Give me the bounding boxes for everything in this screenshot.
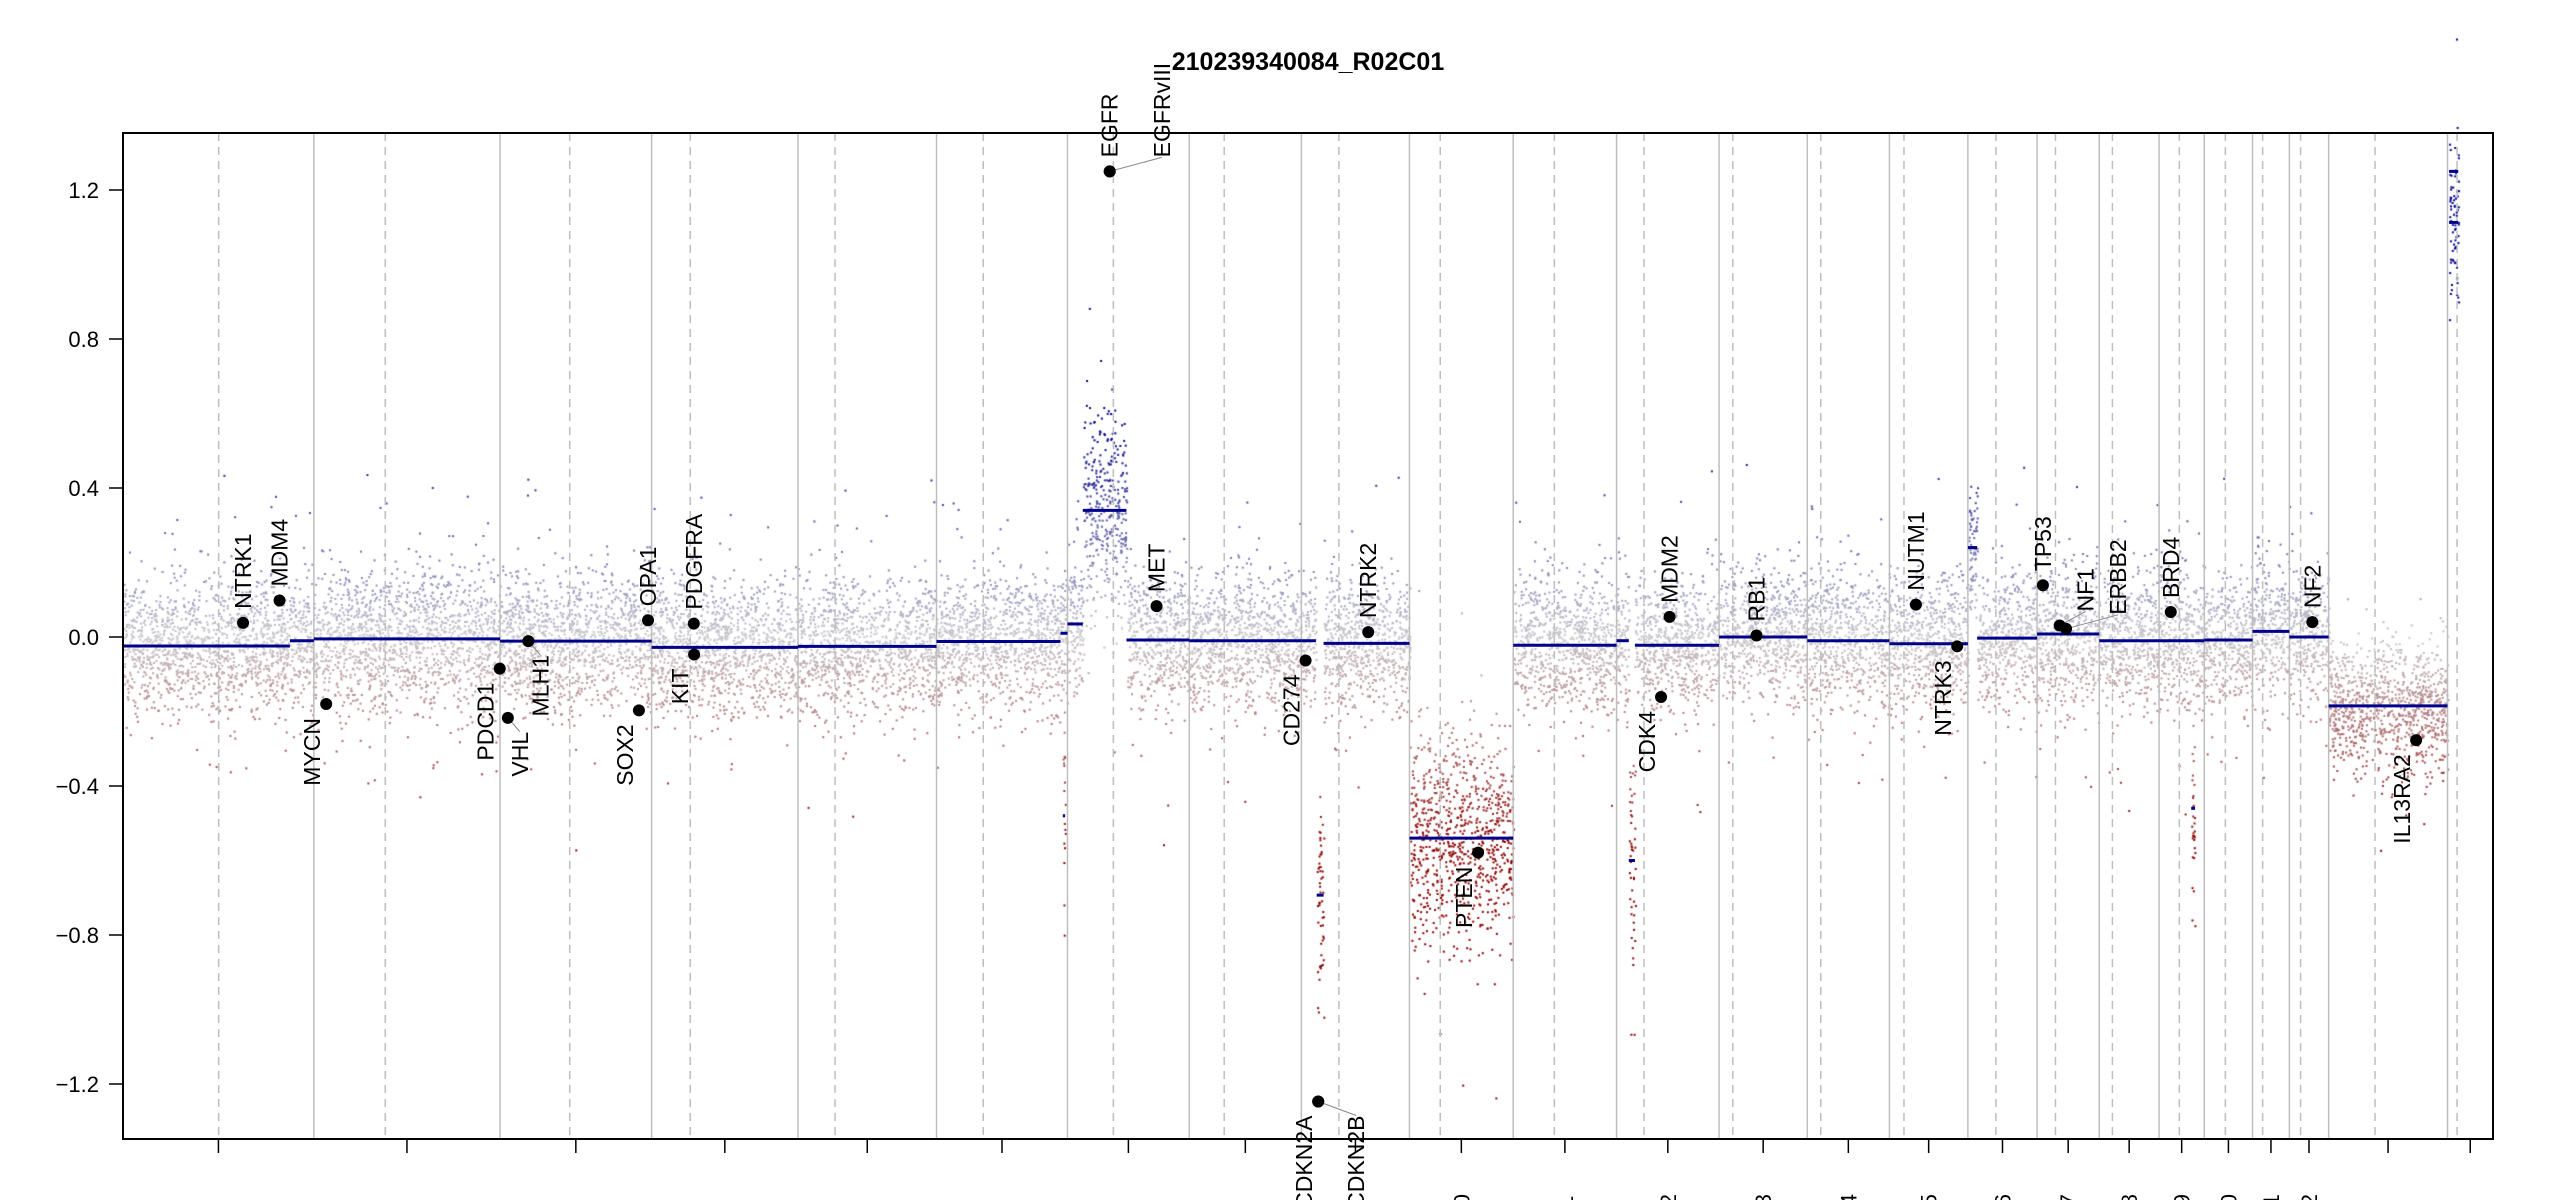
y-tick-label: −1.2	[56, 1072, 99, 1097]
gene-point	[687, 617, 700, 630]
x-tick-label: chr10	[1449, 1194, 1474, 1200]
gene-label-leader	[1318, 1101, 1357, 1116]
y-tick-label: −0.4	[56, 774, 99, 799]
gene-label-leaders	[507, 156, 2119, 1116]
gene-point	[493, 662, 506, 675]
gene-label-leader	[2065, 614, 2119, 630]
x-tick-label: chr16	[1990, 1194, 2015, 1200]
gene-point	[1150, 600, 1163, 613]
x-tick-label: chr18	[2117, 1194, 2142, 1200]
gene-point	[688, 648, 701, 661]
plot-frame	[122, 132, 2494, 1140]
gene-point	[1362, 626, 1375, 639]
gene-label: PTEN	[1451, 867, 1477, 928]
gene-point	[1103, 165, 1116, 178]
gene-label: PDGFRA	[681, 513, 707, 610]
gene-point	[2060, 622, 2073, 635]
gene-point	[237, 616, 250, 629]
y-tick-label: 0.8	[68, 327, 99, 352]
gene-label: NTRK1	[230, 533, 256, 608]
y-tick-label: −0.8	[56, 923, 99, 948]
y-tick-label: 0.0	[68, 625, 99, 650]
y-axis: −1.2 −0.8 −0.4 0.0 0.4 0.8 1.2	[56, 178, 123, 1097]
gene-label: EGFR	[1097, 93, 1123, 157]
y-tick-label: 1.2	[68, 178, 99, 203]
gene-point	[1663, 610, 1676, 623]
gene-label: CDKN2A	[1291, 1115, 1317, 1200]
gene-point	[522, 635, 535, 648]
x-tick-label: chr11	[1553, 1196, 1578, 1200]
gene-label: NTRK2	[1355, 543, 1381, 618]
gene-point	[1951, 640, 1964, 653]
gene-markers: NTRK1 MDM4 MYCN PDCD1 VHL MLH1 SOX2 OPA1 PDGFRA K…	[230, 63, 2423, 1200]
x-tick-label: chr14	[1836, 1194, 1861, 1200]
gene-label: CDKN2B	[1343, 1116, 1369, 1200]
gene-label-leader	[1109, 156, 1162, 172]
gene-point	[1472, 846, 1485, 859]
x-axis: chr1chr2chr3chr4chr5chr6chr7chr8chr9chr1…	[217, 1139, 2472, 1200]
x-tick-label: chr20	[2216, 1194, 2241, 1200]
gene-label: MET	[1144, 544, 1170, 593]
gene-label: SOX2	[612, 724, 638, 785]
gene-label: KIT	[667, 669, 693, 705]
gene-label: NUTM1	[1903, 511, 1929, 590]
gene-label: VHL	[507, 732, 533, 777]
chart-title: 210239340084_R02C01	[1172, 48, 1445, 76]
x-tick-label: chr21	[2259, 1194, 2284, 1200]
gene-label: EGFRvIII	[1149, 63, 1175, 158]
gene-point	[273, 594, 286, 607]
gene-label: CD274	[1279, 674, 1305, 746]
gene-point	[642, 614, 655, 627]
gene-point	[501, 711, 514, 724]
x-tick-label: chr15	[1917, 1194, 1942, 1200]
gene-label: MDM2	[1657, 535, 1683, 603]
gene-label: BRD4	[2158, 536, 2184, 598]
gene-label: ERBB2	[2105, 539, 2131, 614]
x-tick-label: chr17	[2056, 1194, 2081, 1200]
gene-point	[2306, 616, 2319, 629]
x-tick-label: chr22	[2297, 1194, 2322, 1200]
gene-label: IL13RA2	[2389, 754, 2415, 844]
gene-label: MYCN	[299, 718, 325, 786]
gene-point	[1655, 690, 1668, 703]
gene-label: PDCD1	[473, 683, 499, 761]
gene-label: CDK4	[1634, 711, 1660, 773]
gene-label: NTRK3	[1930, 660, 1956, 735]
gene-label: MDM4	[267, 519, 293, 587]
segments	[123, 169, 2459, 1104]
gene-label: MLH1	[527, 655, 553, 716]
gene-point	[1299, 654, 1312, 667]
gene-label: OPA1	[635, 547, 661, 607]
gene-label: NF1	[2073, 568, 2099, 611]
gene-point	[2410, 734, 2423, 747]
chromosome-boundaries	[217, 133, 2458, 1139]
x-tick-label: chr12	[1656, 1194, 1681, 1200]
gene-point	[320, 698, 333, 711]
x-tick-label: chr13	[1751, 1194, 1776, 1200]
gene-point	[1909, 598, 1922, 611]
gene-point	[2164, 606, 2177, 619]
gene-label: TP53	[2030, 516, 2056, 571]
x-tick-label: chr19	[2170, 1194, 2195, 1200]
gene-point	[2036, 579, 2049, 592]
y-tick-label: 0.4	[68, 476, 99, 501]
gene-point	[1312, 1095, 1325, 1108]
gene-label: NF2	[2299, 565, 2325, 608]
gene-point	[1750, 629, 1763, 642]
gene-point	[632, 704, 645, 717]
gene-label: RB1	[1744, 577, 1770, 622]
